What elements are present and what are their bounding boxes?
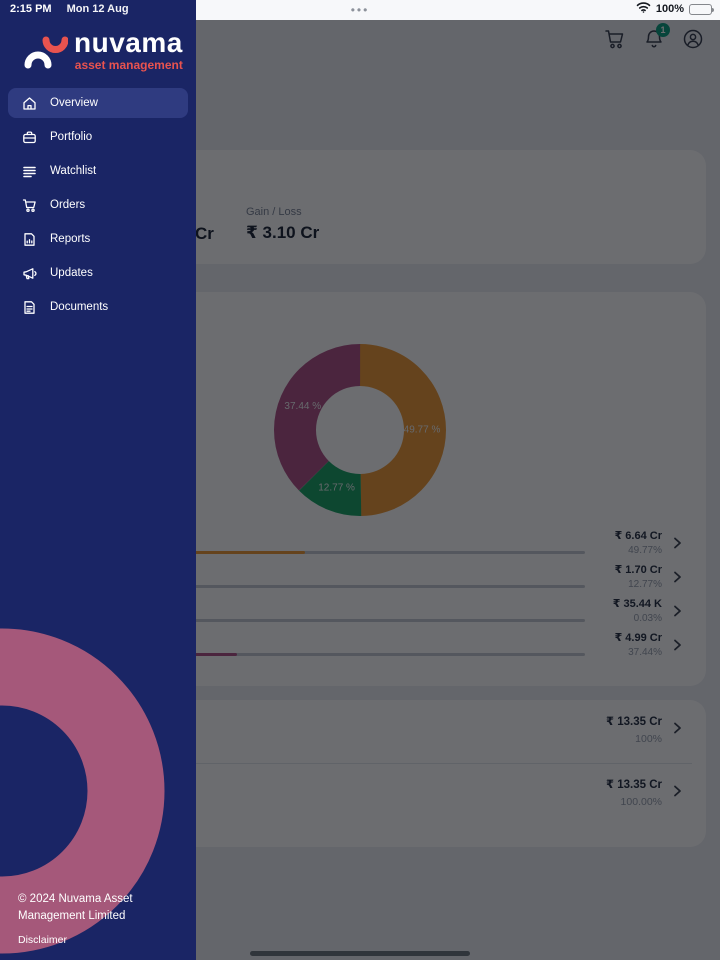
cart-icon	[22, 198, 37, 213]
briefcase-icon	[22, 130, 37, 145]
home-icon	[22, 96, 37, 111]
sidebar-item-label: Orders	[50, 199, 86, 211]
sidebar-item-label: Overview	[50, 97, 98, 109]
battery-icon	[689, 3, 714, 15]
sidebar-item-label: Watchlist	[50, 165, 97, 177]
sidebar-item-overview[interactable]: Overview	[8, 88, 188, 118]
megaphone-icon	[22, 266, 37, 281]
wifi-icon	[636, 2, 651, 16]
disclaimer-link[interactable]: Disclaimer	[18, 934, 68, 946]
sidebar-item-label: Documents	[50, 301, 109, 313]
multitask-dots-icon[interactable]: •••	[350, 3, 370, 17]
nuvama-logo-icon	[24, 36, 68, 69]
sidebar-item-documents[interactable]: Documents	[8, 292, 188, 322]
sidebar-footer: © 2024 Nuvama Asset Management Limited D…	[18, 891, 173, 946]
sidebar-item-reports[interactable]: Reports	[8, 224, 188, 254]
sidebar-status-text: 2:15 PM Mon 12 Aug	[10, 3, 129, 15]
sidebar-item-portfolio[interactable]: Portfolio	[8, 122, 188, 152]
clock-date: Mon 12 Aug	[66, 3, 129, 15]
brand-tagline: asset management	[74, 58, 183, 72]
sidebar-item-updates[interactable]: Updates	[8, 258, 188, 288]
navigation-drawer: 2:15 PM Mon 12 Aug nuvama asset manageme…	[0, 0, 196, 960]
report-icon	[22, 232, 37, 247]
home-indicator[interactable]	[250, 951, 470, 956]
document-icon	[22, 300, 37, 315]
brand-logo: nuvama asset management	[24, 28, 183, 72]
sidebar-nav: Overview Portfolio Watchlist Orders Repo…	[8, 88, 188, 322]
sidebar-item-label: Updates	[50, 267, 93, 279]
list-icon	[22, 164, 37, 179]
clock-time: 2:15 PM	[10, 3, 52, 15]
sidebar-item-orders[interactable]: Orders	[8, 190, 188, 220]
brand-name: nuvama	[74, 27, 183, 58]
sidebar-item-label: Reports	[50, 233, 91, 245]
battery-percent: 100%	[655, 3, 684, 15]
sidebar-item-label: Portfolio	[50, 131, 93, 143]
sidebar-item-watchlist[interactable]: Watchlist	[8, 156, 188, 186]
copyright-text: © 2024 Nuvama Asset Management Limited	[18, 893, 133, 922]
